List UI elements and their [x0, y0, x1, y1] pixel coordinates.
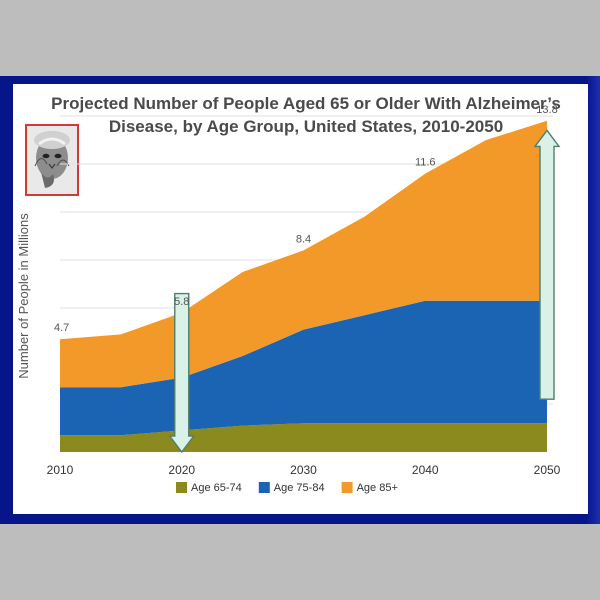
chart-title-line1: Projected Number of People Aged 65 or Ol…	[51, 94, 561, 113]
total-label-2020: 5.8	[174, 296, 189, 308]
legend-label-1: Age 65-74	[191, 482, 242, 494]
legend-swatch-2	[258, 482, 270, 493]
legend-swatch-3	[341, 482, 353, 493]
arrow-up-2050	[533, 129, 561, 400]
total-label-2050: 13.8	[536, 104, 557, 116]
legend-label-3: Age 85+	[357, 482, 398, 494]
x-tick-2030: 2030	[290, 463, 317, 477]
y-axis-label: Number of People in Millions	[16, 213, 31, 379]
x-tick-2010: 2010	[47, 463, 74, 477]
total-label-2030: 8.4	[296, 233, 311, 245]
legend-label-2: Age 75-84	[274, 482, 325, 494]
x-tick-2020: 2020	[168, 463, 195, 477]
x-tick-2050: 2050	[534, 463, 561, 477]
legend-swatch-1	[176, 482, 187, 493]
x-tick-2040: 2040	[412, 463, 439, 477]
arrow-down-2020	[168, 292, 196, 454]
total-label-2040: 11.6	[415, 157, 436, 169]
chart-title-line2: Disease, by Age Group, United States, 20…	[108, 117, 504, 136]
elderly-woman-photo	[25, 124, 79, 196]
total-label-2010: 4.7	[54, 322, 69, 334]
chart-title: Projected Number of People Aged 65 or Ol…	[0, 92, 600, 138]
